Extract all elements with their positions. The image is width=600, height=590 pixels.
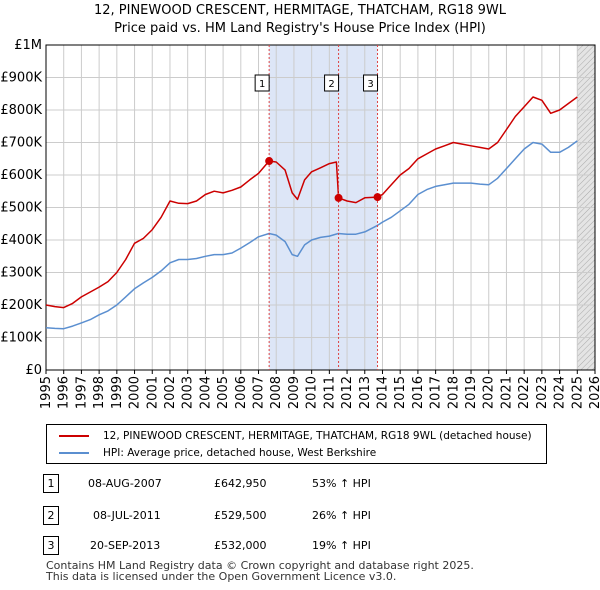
sale-label: 2 bbox=[328, 79, 334, 90]
sale-label-box bbox=[324, 74, 340, 92]
x-tick-label: 2008 bbox=[269, 376, 284, 409]
y-tick-label: £500K bbox=[0, 201, 42, 216]
x-tick-label: 2019 bbox=[464, 376, 479, 409]
sale-hpi-change: 53% ↑ HPI bbox=[312, 477, 371, 490]
sale-point bbox=[334, 193, 343, 202]
x-tick-label: 2025 bbox=[570, 376, 585, 409]
y-tick-label: £200K bbox=[0, 298, 42, 313]
x-tick-label: 2007 bbox=[252, 376, 267, 409]
x-tick-label: 2015 bbox=[393, 376, 408, 409]
x-tick-label: 2026 bbox=[588, 376, 600, 409]
y-tick-label: £800K bbox=[0, 103, 42, 118]
x-tick-label: 1996 bbox=[57, 376, 72, 409]
x-tick-label: 2017 bbox=[429, 376, 444, 409]
plot-frame bbox=[45, 44, 596, 371]
legend-label-hpi: HPI: Average price, detached house, West… bbox=[103, 447, 377, 459]
y-tick-label: £100K bbox=[0, 331, 42, 346]
x-tick-label: 2003 bbox=[181, 376, 196, 409]
sale-hpi-change: 26% ↑ HPI bbox=[312, 509, 371, 522]
chart-title: 12, PINEWOOD CRESCENT, HERMITAGE, THATCH… bbox=[94, 3, 507, 18]
sale-number-badge: 1 bbox=[43, 474, 59, 493]
x-tick-label: 1995 bbox=[39, 376, 54, 409]
x-tick-label: 2005 bbox=[216, 376, 231, 409]
sale-point bbox=[265, 157, 274, 166]
x-tick-label: 2014 bbox=[375, 376, 390, 409]
y-tick-label: £400K bbox=[0, 233, 42, 248]
sale-point bbox=[373, 193, 382, 202]
legend: 12, PINEWOOD CRESCENT, HERMITAGE, THATCH… bbox=[46, 424, 547, 464]
price-paid-line bbox=[45, 96, 578, 309]
price-chart: 12, PINEWOOD CRESCENT, HERMITAGE, THATCH… bbox=[0, 3, 600, 409]
sale-label: 3 bbox=[367, 79, 373, 90]
x-tick-label: 2006 bbox=[234, 376, 249, 409]
x-tick-label: 2021 bbox=[499, 376, 514, 409]
sale-label-box bbox=[363, 74, 379, 92]
legend-item-hpi: HPI: Average price, detached house, West… bbox=[47, 445, 376, 461]
x-tick-label: 2004 bbox=[198, 376, 213, 409]
sale-price: £642,950 bbox=[214, 477, 267, 490]
sale-date: 08-JUL-2011 bbox=[93, 509, 161, 522]
sale-label-box bbox=[254, 74, 270, 92]
x-tick-label: 2024 bbox=[553, 376, 568, 409]
sale-date: 20-SEP-2013 bbox=[90, 539, 161, 552]
footer-attribution: Contains HM Land Registry data © Crown c… bbox=[46, 560, 474, 582]
legend-label-property: 12, PINEWOOD CRESCENT, HERMITAGE, THATCH… bbox=[103, 430, 532, 442]
x-tick-label: 2001 bbox=[145, 376, 160, 409]
x-tick-label: 2016 bbox=[411, 376, 426, 409]
x-tick-label: 2002 bbox=[163, 376, 178, 409]
sale-hpi-change: 19% ↑ HPI bbox=[312, 539, 371, 552]
y-tick-label: £900K bbox=[0, 71, 42, 86]
legend-swatch-property bbox=[59, 435, 89, 437]
sale-price: £529,500 bbox=[214, 509, 267, 522]
y-tick-label: £600K bbox=[0, 168, 42, 183]
sale-row: 2 08-JUL-2011 £529,500 26% ↑ HPI bbox=[40, 506, 560, 526]
x-tick-label: 2011 bbox=[322, 376, 337, 409]
sale-date: 08-AUG-2007 bbox=[88, 477, 162, 490]
x-tick-label: 2010 bbox=[305, 376, 320, 409]
footer-licence: This data is licensed under the Open Gov… bbox=[46, 570, 397, 583]
sale-price: £532,000 bbox=[214, 539, 267, 552]
x-tick-label: 2018 bbox=[446, 376, 461, 409]
x-tick-label: 1999 bbox=[110, 376, 125, 409]
x-tick-label: 2009 bbox=[287, 376, 302, 409]
sale-row: 1 08-AUG-2007 £642,950 53% ↑ HPI bbox=[40, 474, 560, 494]
legend-swatch-hpi bbox=[59, 452, 89, 454]
y-tick-label: £300K bbox=[0, 266, 42, 281]
y-tick-label: £0 bbox=[25, 363, 42, 378]
x-tick-label: 2020 bbox=[482, 376, 497, 409]
sale-number-badge: 2 bbox=[43, 506, 59, 525]
legend-item-property: 12, PINEWOOD CRESCENT, HERMITAGE, THATCH… bbox=[47, 428, 532, 444]
chart-subtitle: Price paid vs. HM Land Registry's House … bbox=[114, 21, 486, 36]
sale-row: 3 20-SEP-2013 £532,000 19% ↑ HPI bbox=[40, 536, 560, 556]
x-tick-label: 2012 bbox=[340, 376, 355, 409]
x-tick-label: 2000 bbox=[128, 376, 143, 409]
x-tick-label: 2013 bbox=[358, 376, 373, 409]
x-tick-label: 1998 bbox=[92, 376, 107, 409]
sale-number-badge: 3 bbox=[43, 536, 59, 555]
hpi-line bbox=[45, 140, 578, 330]
sale-label: 1 bbox=[259, 79, 265, 90]
footer-copyright: Contains HM Land Registry data © Crown c… bbox=[46, 559, 474, 572]
x-tick-label: 2023 bbox=[535, 376, 550, 409]
y-tick-label: £1M bbox=[14, 38, 42, 53]
x-tick-label: 1997 bbox=[74, 376, 89, 409]
y-tick-label: £700K bbox=[0, 136, 42, 151]
x-tick-label: 2022 bbox=[517, 376, 532, 409]
